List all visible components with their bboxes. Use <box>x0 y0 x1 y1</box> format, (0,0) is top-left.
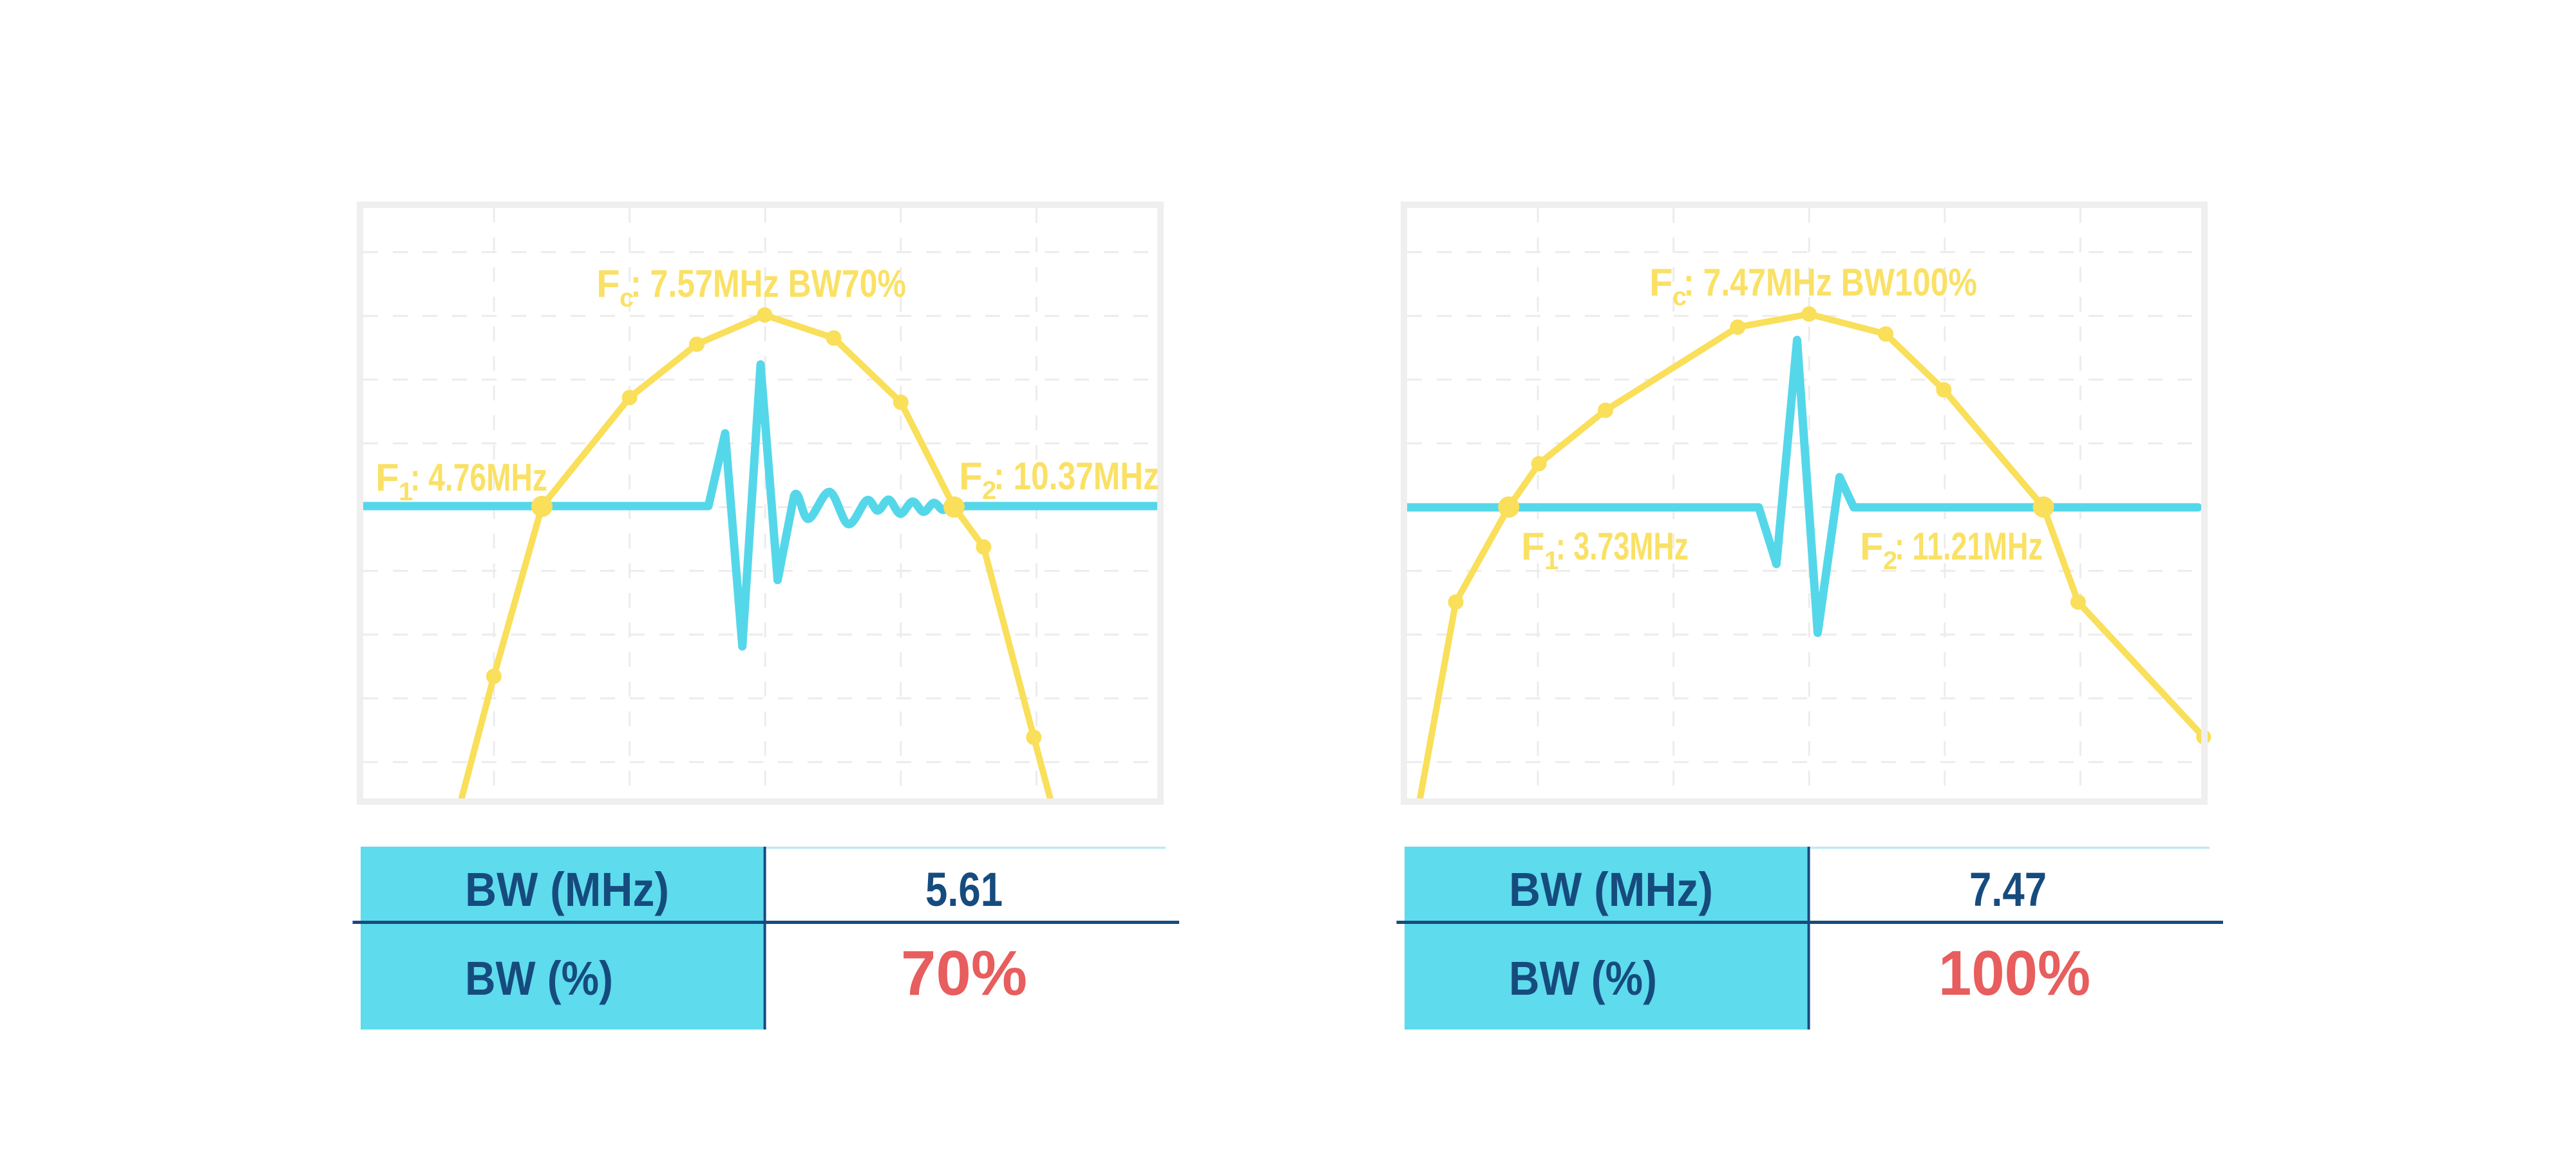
svg-text:BW (MHz): BW (MHz) <box>465 863 669 916</box>
svg-text:100%: 100% <box>1938 937 2090 1008</box>
svg-text:F: F <box>1521 525 1545 568</box>
svg-text:1: 1 <box>1544 547 1558 575</box>
svg-text:F: F <box>1649 261 1673 304</box>
svg-text:F: F <box>1860 525 1884 568</box>
svg-text:BW (%): BW (%) <box>465 952 613 1005</box>
svg-text:F: F <box>596 262 620 305</box>
svg-text:: 3.73MHz: : 3.73MHz <box>1556 525 1689 568</box>
svg-text:F: F <box>959 455 983 498</box>
svg-text:: 7.47MHz BW100%: : 7.47MHz BW100% <box>1683 261 1977 304</box>
svg-text:BW (MHz): BW (MHz) <box>1509 863 1713 916</box>
svg-text:: 11.21MHz: : 11.21MHz <box>1895 525 2043 568</box>
svg-text:5.61: 5.61 <box>925 863 1003 916</box>
svg-text:2: 2 <box>982 476 996 505</box>
svg-text:c: c <box>620 284 634 312</box>
svg-text:F: F <box>375 456 399 499</box>
svg-text:2: 2 <box>1883 547 1897 575</box>
svg-text:7.47: 7.47 <box>1969 863 2047 916</box>
svg-text:1: 1 <box>399 478 413 506</box>
svg-text:: 7.57MHz BW70%: : 7.57MHz BW70% <box>630 262 906 305</box>
svg-text:: 4.76MHz: : 4.76MHz <box>410 456 547 499</box>
svg-text:: 10.37MHz: : 10.37MHz <box>994 455 1159 498</box>
svg-text:BW (%): BW (%) <box>1509 952 1657 1005</box>
svg-text:70%: 70% <box>901 937 1027 1008</box>
svg-text:c: c <box>1672 283 1687 311</box>
